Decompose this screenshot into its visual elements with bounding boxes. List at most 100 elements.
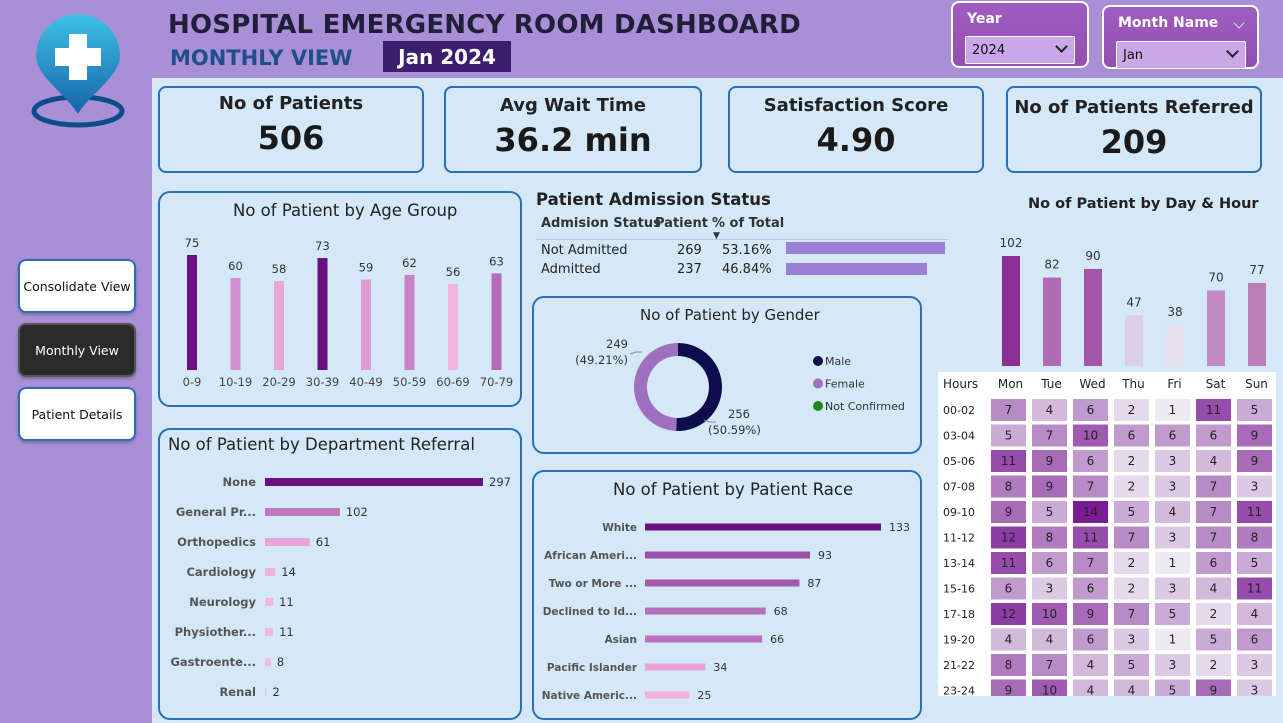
heatmap-cell-value: 12 bbox=[1001, 607, 1016, 621]
gender-value-label: 256 bbox=[728, 407, 750, 421]
hospital-location-logo-icon bbox=[31, 14, 125, 128]
status-cell: Admitted bbox=[541, 262, 601, 277]
heatmap-col-header: Sat bbox=[1206, 377, 1226, 391]
heatmap-cell-value: 2 bbox=[1128, 454, 1136, 468]
race-value-label: 93 bbox=[818, 549, 832, 562]
heatmap-cell bbox=[1196, 654, 1231, 676]
legend-label: Male bbox=[825, 355, 851, 368]
dept-bar bbox=[265, 568, 276, 576]
heatmap-cell-value: 10 bbox=[1042, 607, 1057, 621]
heatmap-cell-value: 9 bbox=[1046, 480, 1054, 494]
heatmap-cell bbox=[991, 424, 1026, 447]
race-panel bbox=[532, 470, 922, 720]
year-slicer: Year 2024 bbox=[951, 1, 1089, 68]
age-bar-label: 63 bbox=[489, 254, 504, 268]
race-chart: White 133 African Ameri... 93 Two or More ..… bbox=[542, 521, 910, 702]
heatmap-cell-value: 8 bbox=[1251, 531, 1259, 545]
day-bar-label: 90 bbox=[1085, 249, 1100, 263]
heatmap-cell-value: 6 bbox=[1169, 429, 1177, 443]
month-dropdown[interactable]: Jan bbox=[1116, 41, 1246, 69]
heatmap-cell-value: 9 bbox=[1251, 429, 1259, 443]
patient-cell: 269 bbox=[677, 243, 702, 258]
day-bar bbox=[1002, 256, 1020, 366]
dept-category-label: Physiother... bbox=[175, 625, 256, 639]
heatmap-cell-value: 5 bbox=[1046, 505, 1054, 519]
day-hour-title: No of Patient by Day & Hour bbox=[1028, 196, 1259, 212]
heatmap-cell bbox=[1032, 577, 1067, 600]
heatmap-cell bbox=[991, 552, 1026, 574]
heatmap-cell bbox=[1073, 450, 1108, 472]
month-slicer: Month Name Jan bbox=[1102, 5, 1259, 69]
race-value-label: 68 bbox=[774, 605, 788, 618]
heatmap-row-label: 03-04 bbox=[943, 430, 975, 443]
heatmap-cell bbox=[1155, 628, 1190, 651]
patient-details-button[interactable]: Patient Details bbox=[18, 387, 136, 441]
year-dropdown-value: 2024 bbox=[972, 43, 1006, 58]
heatmap-cell-value: 6 bbox=[1087, 403, 1095, 417]
heatmap-cell-value: 2 bbox=[1128, 582, 1136, 596]
heatmap-cell-value: 5 bbox=[1251, 403, 1259, 417]
day-bar-label: 82 bbox=[1044, 258, 1059, 272]
age-tick-label: 60-69 bbox=[436, 375, 469, 389]
heatmap-row-header: Hours bbox=[943, 377, 978, 391]
heatmap-cell-value: 9 bbox=[1005, 684, 1013, 697]
pct-bar bbox=[786, 263, 927, 275]
kpi-value: 209 bbox=[1100, 123, 1168, 161]
heatmap-cell-value: 14 bbox=[1083, 505, 1098, 519]
heatmap-col-header: Thu bbox=[1121, 377, 1145, 391]
race-value-label: 66 bbox=[770, 633, 784, 646]
age-bar bbox=[274, 281, 284, 370]
heatmap-row-label: 00-02 bbox=[943, 404, 975, 417]
heatmap-cell-value: 2 bbox=[1210, 607, 1218, 621]
heatmap-cell-value: 3 bbox=[1251, 480, 1259, 494]
age-tick-label: 20-29 bbox=[262, 375, 295, 389]
heatmap-cell-value: 11 bbox=[1001, 556, 1016, 570]
month-slicer-label: Month Name bbox=[1118, 15, 1219, 31]
header-status[interactable]: Admision Status bbox=[541, 216, 661, 231]
heatmap-cell bbox=[1073, 654, 1108, 676]
heatmap-cell bbox=[991, 603, 1026, 625]
age-group-panel bbox=[158, 191, 522, 407]
leader-line bbox=[703, 419, 716, 423]
heatmap-cell-value: 4 bbox=[1087, 684, 1095, 697]
heatmap-cell bbox=[1114, 450, 1149, 472]
dept-value-label: 2 bbox=[273, 685, 280, 699]
age-bar bbox=[491, 273, 502, 370]
heatmap-cell bbox=[1196, 577, 1231, 600]
sort-desc-icon[interactable]: ▼ bbox=[713, 231, 720, 241]
header-pct[interactable]: % of Total bbox=[712, 216, 785, 231]
heatmap-cell bbox=[1073, 628, 1108, 651]
kpi-card-satisfaction: Satisfaction Score 4.90 bbox=[728, 86, 984, 173]
heatmap-cell bbox=[1114, 628, 1149, 651]
heatmap-row-label: 19-20 bbox=[943, 634, 975, 647]
heatmap-cell-value: 9 bbox=[1087, 607, 1095, 621]
consolidate-view-button[interactable]: Consolidate View bbox=[18, 259, 136, 313]
kpi-label: No of Patients bbox=[218, 93, 364, 114]
age-bar-label: 58 bbox=[272, 262, 287, 276]
heatmap-cell-value: 7 bbox=[1128, 531, 1136, 545]
heatmap-cell bbox=[1155, 501, 1190, 523]
dept-value-label: 11 bbox=[279, 595, 294, 609]
heatmap-cell bbox=[1237, 577, 1272, 600]
year-dropdown[interactable]: 2024 bbox=[965, 36, 1075, 64]
heatmap-cell-value: 3 bbox=[1046, 582, 1054, 596]
day-bar bbox=[1207, 290, 1225, 366]
dept-bar bbox=[265, 658, 271, 666]
heatmap-cell bbox=[1073, 577, 1108, 600]
heatmap-cell-value: 6 bbox=[1087, 633, 1095, 647]
heatmap-row-label: 23-24 bbox=[943, 685, 975, 697]
age-tick-label: 30-39 bbox=[306, 375, 339, 389]
heatmap-cell bbox=[1196, 424, 1231, 447]
chevron-down-icon[interactable] bbox=[1233, 17, 1245, 29]
heatmap-cell-value: 9 bbox=[1210, 684, 1218, 697]
race-category-label: Asian bbox=[604, 634, 637, 646]
dept-bar bbox=[265, 598, 274, 606]
heatmap-cell bbox=[991, 475, 1026, 498]
header-patient[interactable]: Patient bbox=[655, 216, 708, 231]
dept-bar bbox=[265, 538, 310, 546]
kpi-value: 36.2 min bbox=[494, 121, 652, 159]
kpi-card-wait-time: Avg Wait Time 36.2 min bbox=[444, 86, 702, 173]
heatmap-cell bbox=[1155, 526, 1190, 549]
monthly-view-button[interactable]: Monthly View bbox=[18, 323, 136, 377]
heatmap-cell bbox=[1032, 552, 1067, 574]
